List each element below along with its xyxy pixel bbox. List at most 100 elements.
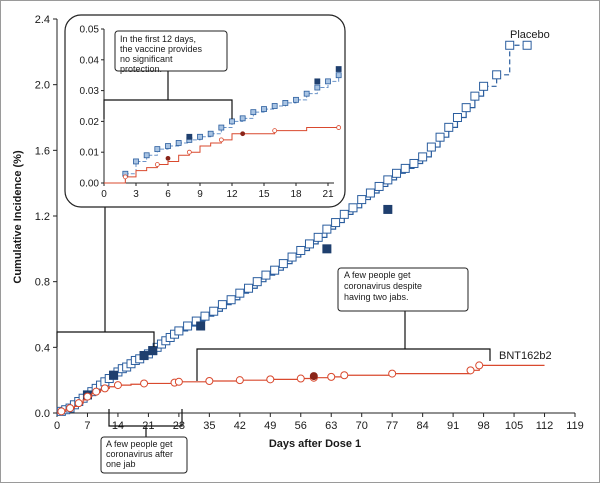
inset-placebo-marker: [165, 143, 171, 149]
placebo-marker: [492, 70, 502, 80]
placebo-marker: [357, 195, 367, 205]
placebo-marker: [435, 132, 445, 142]
inset-placebo-marker: [175, 140, 182, 146]
x-tick-label: 42: [234, 420, 246, 432]
inset-bnt-marker: [272, 128, 278, 134]
placebo-marker: [322, 224, 332, 234]
bnt-highlight-marker: [309, 372, 318, 381]
first-12-days-bracket: [56, 331, 155, 347]
x-tick-label: 84: [417, 420, 429, 432]
placebo-marker: [400, 163, 410, 173]
bnt-label: BNT162b2: [499, 350, 552, 362]
inset-x-tick-label: 0: [101, 189, 107, 200]
placebo-marker: [522, 40, 532, 50]
inset-y-tick-label: 0.03: [80, 86, 100, 97]
bnt-marker: [235, 376, 244, 385]
placebo-marker: [374, 181, 384, 191]
inset-y-tick-label: 0.05: [80, 25, 100, 36]
inset-y-tick-label: 0.02: [80, 117, 100, 128]
placebo-marker: [470, 91, 480, 101]
bnt-marker: [340, 371, 349, 380]
x-tick-label: 91: [447, 420, 459, 432]
inset-placebo-highlight: [335, 66, 342, 72]
placebo-marker: [479, 81, 489, 91]
bnt-marker: [266, 375, 275, 384]
placebo-marker: [409, 158, 419, 168]
note2-text: A few people get coronavirus despite havin…: [344, 270, 422, 302]
y-tick-label: 2.0: [35, 80, 50, 92]
inset-placebo-marker: [133, 158, 139, 165]
x-tick-label: 119: [566, 420, 584, 432]
bnt-marker: [74, 399, 83, 408]
inset-placebo-marker: [197, 133, 203, 140]
placebo-marker: [252, 277, 262, 287]
x-tick-label: 56: [295, 420, 307, 432]
placebo-marker: [200, 311, 210, 321]
placebo-marker: [217, 300, 227, 310]
placebo-marker: [313, 232, 323, 242]
y-tick-label: 1.2: [35, 211, 50, 223]
inset-bnt-highlight: [165, 155, 171, 161]
placebo-marker: [304, 239, 314, 249]
placebo-marker: [505, 40, 515, 50]
inset-placebo-marker: [261, 106, 267, 112]
y-tick-label: 2.4: [35, 14, 50, 26]
placebo-marker: [296, 245, 306, 255]
x-tick-label: 35: [203, 420, 215, 432]
inset-x-tick-label: 12: [226, 189, 238, 200]
x-tick-label: 105: [505, 420, 523, 432]
bnt-marker: [113, 381, 122, 390]
placebo-marker: [226, 295, 236, 305]
x-tick-label: 49: [264, 420, 276, 432]
bnt-marker: [475, 361, 484, 370]
placebo-label: Placebo: [510, 29, 550, 41]
inset-placebo-marker: [271, 103, 278, 109]
placebo-highlight-marker: [322, 244, 332, 254]
x-tick-label: 77: [386, 420, 398, 432]
placebo-marker: [426, 142, 436, 152]
placebo-marker: [244, 283, 254, 293]
inset-x-tick-label: 18: [290, 189, 302, 200]
placebo-marker: [235, 288, 245, 298]
placebo-marker: [365, 188, 375, 198]
inset-placebo-marker: [154, 146, 161, 153]
placebo-marker: [444, 122, 454, 132]
inset-bnt-marker: [154, 162, 160, 167]
inset-placebo-highlight: [314, 78, 321, 85]
placebo-marker: [452, 113, 462, 122]
bnt-marker: [100, 384, 109, 393]
placebo-highlight-marker: [148, 346, 158, 356]
bnt-marker: [327, 372, 336, 381]
inset-x-tick-label: 15: [258, 189, 270, 200]
placebo-marker: [287, 252, 297, 262]
bnt-series: [57, 361, 545, 416]
bnt-marker: [92, 387, 101, 396]
inset-x-tick-label: 9: [197, 189, 203, 200]
inset-bnt-marker: [336, 125, 342, 130]
x-tick-label: 0: [54, 420, 60, 432]
placebo-marker: [270, 265, 280, 275]
inset-x-tick-label: 6: [165, 189, 171, 200]
two-jab-bracket: [196, 348, 491, 381]
placebo-marker: [209, 306, 219, 316]
inset-placebo-marker: [325, 78, 331, 85]
inset-bnt-highlight: [240, 131, 246, 137]
inset-placebo-marker: [314, 84, 321, 91]
placebo-marker: [348, 203, 358, 213]
inset-placebo-line: [104, 75, 340, 184]
placebo-marker: [383, 175, 393, 185]
inset-bnt-marker: [218, 137, 224, 143]
placebo-marker: [461, 103, 471, 113]
placebo-marker: [174, 326, 184, 336]
bnt-marker: [466, 366, 475, 375]
inset-x-tick-label: 3: [133, 189, 139, 200]
placebo-highlight-marker: [383, 204, 393, 214]
bnt-marker: [140, 379, 149, 388]
bnt-marker: [57, 407, 66, 416]
annotation-brackets: [56, 207, 491, 437]
y-axis-title: Cumulative Incidence (%): [12, 150, 24, 284]
placebo-marker: [183, 321, 193, 331]
inset-placebo-marker: [335, 72, 342, 79]
